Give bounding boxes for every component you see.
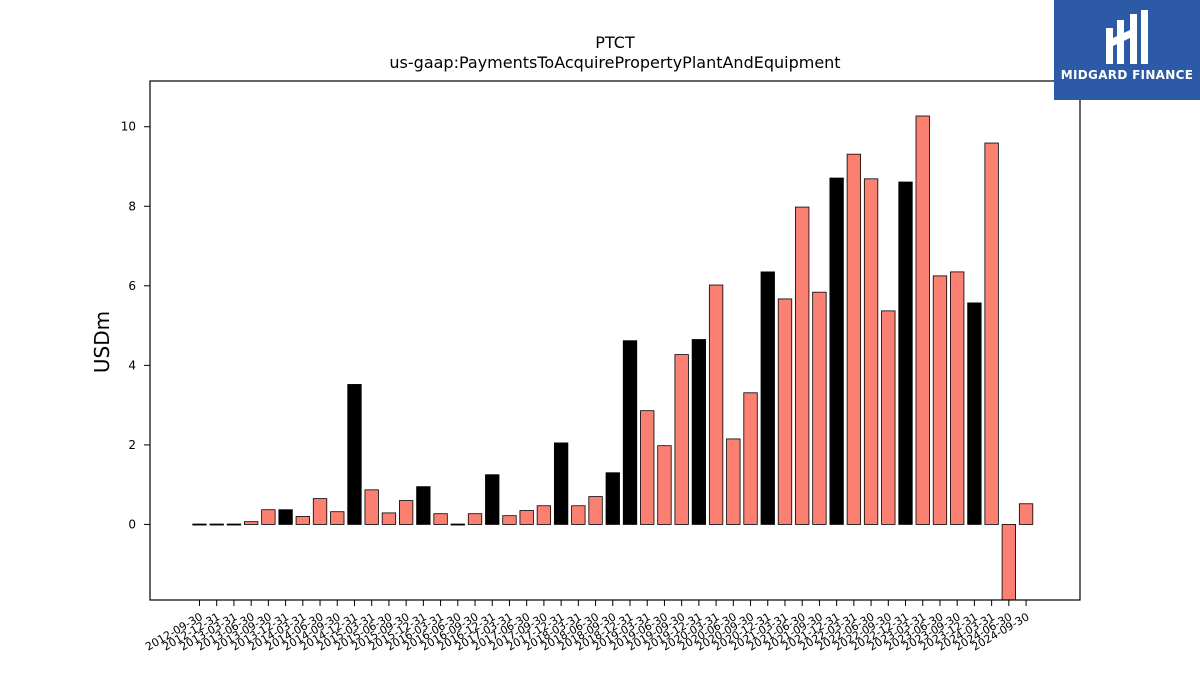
bar-2021-09-30 bbox=[812, 291, 827, 525]
bar-2023-06-30 bbox=[932, 275, 948, 525]
bar-2014-06-30 bbox=[312, 498, 328, 525]
y-tick-label: 6 bbox=[128, 279, 136, 293]
bar-2019-06-30 bbox=[657, 445, 672, 525]
bar-2015-03-31 bbox=[364, 489, 379, 525]
bar-2021-03-31 bbox=[777, 298, 793, 525]
bar-2013-12-31 bbox=[278, 509, 293, 525]
bar-2014-12-31 bbox=[347, 384, 362, 525]
bar-2018-03-31 bbox=[571, 505, 586, 525]
bar-2018-12-31 bbox=[622, 340, 638, 525]
y-tick-label: 2 bbox=[128, 438, 136, 452]
bar-2017-06-30 bbox=[519, 510, 534, 525]
y-tick-label: 4 bbox=[128, 358, 136, 372]
bar-2020-09-30 bbox=[743, 392, 758, 525]
bar-2017-12-31 bbox=[553, 442, 569, 525]
bar-2012-12-31 bbox=[209, 523, 224, 526]
bar-2021-12-31 bbox=[829, 177, 844, 525]
bar-2017-03-31 bbox=[502, 515, 517, 525]
bar-2016-09-30 bbox=[467, 513, 483, 525]
bar-2020-03-31 bbox=[708, 284, 724, 525]
bar-2023-03-31 bbox=[915, 115, 930, 525]
y-tick-label: 0 bbox=[128, 517, 136, 531]
bar-2022-03-31 bbox=[846, 153, 862, 525]
chart-subtitle: us-gaap:PaymentsToAcquirePropertyPlantAn… bbox=[389, 53, 840, 72]
midgard-logo-icon bbox=[1106, 10, 1148, 64]
bar-2013-06-30 bbox=[244, 521, 259, 525]
bar-2014-03-31 bbox=[295, 516, 310, 525]
bar-2023-12-31 bbox=[967, 302, 982, 525]
bar-2016-03-31 bbox=[433, 513, 448, 525]
bar-2018-09-30 bbox=[605, 472, 620, 525]
brand-name: MIDGARD FINANCE bbox=[1060, 68, 1194, 82]
bar-2019-03-31 bbox=[640, 410, 655, 525]
bar-2020-12-31 bbox=[760, 271, 775, 525]
plot-frame bbox=[149, 80, 1081, 601]
bar-2022-09-30 bbox=[881, 310, 896, 525]
bar-2013-09-30 bbox=[261, 509, 276, 525]
y-tick-label: 10 bbox=[121, 120, 136, 134]
y-tick-label: 8 bbox=[128, 199, 136, 213]
bar-2015-12-31 bbox=[416, 486, 431, 525]
bar-2012-09-30 bbox=[192, 523, 207, 526]
bar-2019-12-31 bbox=[691, 339, 707, 525]
bar-2016-06-30 bbox=[450, 523, 465, 526]
bar-2013-03-31 bbox=[226, 523, 242, 526]
bars-group bbox=[192, 115, 1034, 601]
bar-2022-06-30 bbox=[863, 178, 879, 525]
bar-2015-06-30 bbox=[381, 512, 397, 525]
bar-2019-09-30 bbox=[674, 354, 689, 525]
bar-2017-09-30 bbox=[536, 505, 552, 525]
brand-logo: MIDGARD FINANCE bbox=[1054, 0, 1200, 100]
bar-2024-03-31 bbox=[984, 142, 999, 525]
bar-2018-06-30 bbox=[588, 496, 603, 525]
bar-2024-09-30 bbox=[1018, 503, 1034, 525]
bar-2020-06-30 bbox=[726, 438, 741, 525]
y-axis-label: USDm bbox=[90, 311, 114, 373]
x-axis: 2012-09-302012-12-312013-03-312013-06-30… bbox=[143, 600, 1032, 653]
bar-2014-09-30 bbox=[330, 511, 345, 525]
bar-2022-12-31 bbox=[898, 181, 913, 525]
bar-2024-06-30 bbox=[1001, 524, 1016, 601]
chart-title: PTCT bbox=[595, 33, 635, 52]
y-axis: 0 2 4 6 8 10 bbox=[121, 120, 150, 531]
bar-2015-09-30 bbox=[398, 500, 414, 525]
bar-2016-12-31 bbox=[485, 474, 500, 525]
bar-2021-06-30 bbox=[795, 206, 810, 525]
bar-2023-09-30 bbox=[950, 271, 965, 525]
